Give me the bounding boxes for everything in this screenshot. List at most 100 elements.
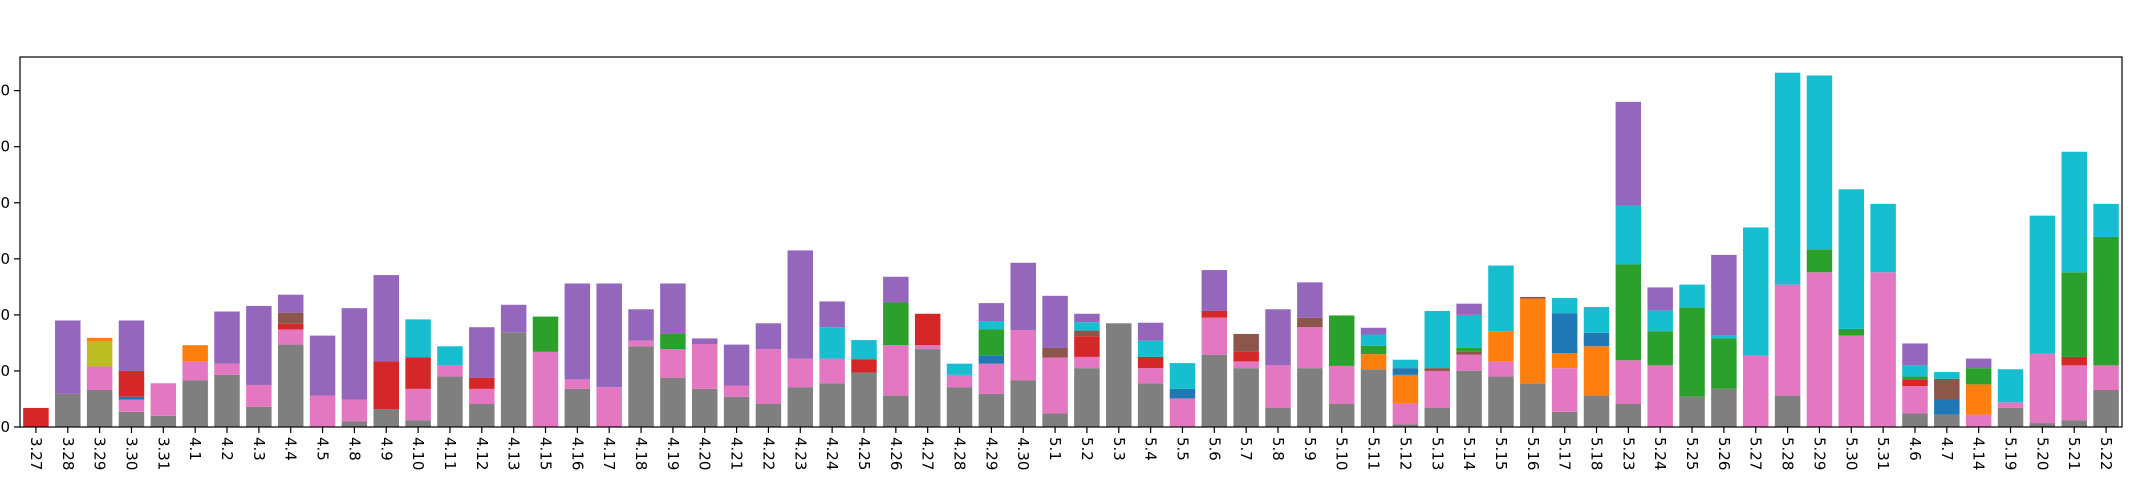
- bar-segment: [1583, 346, 1610, 396]
- x-tick-label: 5.17: [1556, 437, 1574, 470]
- bar-segment: [1934, 378, 1960, 400]
- bar-segment: [628, 309, 654, 341]
- x-tick-label: 4.16: [568, 437, 586, 470]
- bar-segment: [1934, 414, 1960, 427]
- x-tick-label: 5.7: [1237, 437, 1255, 461]
- bar-segment: [1424, 370, 1450, 408]
- bar-segment: [1679, 284, 1705, 308]
- bar-segment: [1488, 331, 1514, 362]
- x-tick-label: 5.20: [2033, 437, 2051, 470]
- bar-segment: [277, 294, 304, 313]
- bar-segment: [1360, 345, 1387, 355]
- bar-segment: [309, 395, 336, 427]
- bar-segment: [1647, 310, 1673, 332]
- bar-segment: [851, 372, 877, 427]
- bar-segment: [1743, 355, 1769, 427]
- bar-segment: [1902, 376, 1928, 380]
- bar-segment: [1201, 354, 1228, 427]
- bar-segment: [1424, 368, 1450, 371]
- bar-segment: [277, 312, 304, 324]
- bar-segment: [1010, 380, 1036, 427]
- bar-segment: [1488, 376, 1514, 427]
- bar-segment: [1297, 282, 1323, 318]
- x-tick-label: 4.3: [250, 437, 268, 461]
- x-tick-label: 4.26: [887, 437, 905, 470]
- bar-segment: [564, 379, 591, 389]
- bar-segment: [150, 415, 177, 427]
- y-tick-label: 60: [0, 82, 10, 100]
- x-tick-label: 5.10: [1333, 437, 1351, 470]
- bar-segment: [883, 395, 909, 427]
- bar-segment: [914, 345, 941, 350]
- bar-segment: [1074, 313, 1100, 323]
- bar-segment: [2029, 215, 2056, 354]
- bar-segment: [1551, 368, 1578, 412]
- bar-segment: [628, 346, 654, 427]
- x-tick-label: 5.23: [1619, 437, 1637, 470]
- bar-segment: [1456, 303, 1482, 315]
- bar-segment: [55, 393, 81, 427]
- bar-segment: [1106, 323, 1132, 427]
- bar-segment: [1520, 296, 1546, 299]
- bar-segment: [1074, 322, 1100, 331]
- bar-segment: [1233, 351, 1259, 362]
- bar-segment: [851, 340, 877, 360]
- bar-segment: [118, 370, 145, 397]
- bar-segment: [1743, 227, 1769, 356]
- bar-segment: [2029, 353, 2056, 424]
- bar-segment: [1870, 272, 1896, 427]
- bar-segment: [1424, 310, 1450, 369]
- bar-segment: [1328, 365, 1355, 405]
- bar-segment: [692, 344, 718, 389]
- x-tick-label: 4.12: [473, 437, 491, 470]
- bar-segment: [787, 387, 814, 427]
- bar-segment: [1010, 262, 1036, 331]
- bar-segment: [469, 404, 495, 427]
- bar-segment: [1456, 354, 1482, 371]
- bar-segment: [1551, 298, 1578, 314]
- bar-segment: [1551, 353, 1578, 369]
- x-tick-label: 4.17: [600, 437, 618, 470]
- bar-segment: [1297, 368, 1323, 427]
- bar-segment: [182, 361, 208, 381]
- bar-segment: [1042, 347, 1068, 358]
- x-tick-label: 4.14: [1970, 437, 1988, 470]
- bar-segment: [2093, 236, 2119, 366]
- bar-segment: [1615, 404, 1642, 427]
- bar-segment: [309, 335, 336, 396]
- bar-segment: [373, 409, 399, 427]
- bar-segment: [1392, 374, 1419, 404]
- bar-segment: [723, 385, 750, 397]
- x-tick-label: 5.5: [1173, 437, 1191, 461]
- bar-segment: [723, 344, 750, 386]
- bar-segment: [1902, 413, 1928, 427]
- x-tick-label: 4.29: [982, 437, 1000, 470]
- bar-segment: [755, 323, 782, 350]
- plot-frame: [19, 56, 2123, 428]
- bar-segment: [214, 363, 240, 375]
- bar-segment: [469, 327, 495, 378]
- bar-segment: [2061, 365, 2087, 421]
- bar-segment: [978, 363, 1005, 394]
- x-tick-label: 5.8: [1269, 437, 1287, 461]
- x-tick-label: 5.11: [1365, 437, 1383, 470]
- bar-segment: [1169, 398, 1196, 427]
- bar-segment: [1297, 317, 1323, 328]
- bar-segment: [883, 302, 909, 346]
- bar-segment: [1074, 336, 1100, 357]
- bar-segment: [1997, 402, 2024, 408]
- bar-segment: [1201, 310, 1228, 318]
- x-tick-label: 3.27: [27, 437, 45, 470]
- x-tick-label: 4.24: [823, 437, 841, 470]
- bar-segment: [978, 329, 1005, 356]
- bar-segment: [1456, 347, 1482, 352]
- bar-segment: [1711, 254, 1737, 336]
- bar-segment: [596, 283, 622, 388]
- x-tick-label: 4.28: [951, 437, 969, 470]
- bar-segment: [246, 384, 272, 407]
- x-tick-label: 5.2: [1078, 437, 1096, 461]
- x-tick-label: 4.11: [441, 437, 459, 470]
- bar-segment: [277, 323, 304, 330]
- bar-segment: [86, 337, 113, 342]
